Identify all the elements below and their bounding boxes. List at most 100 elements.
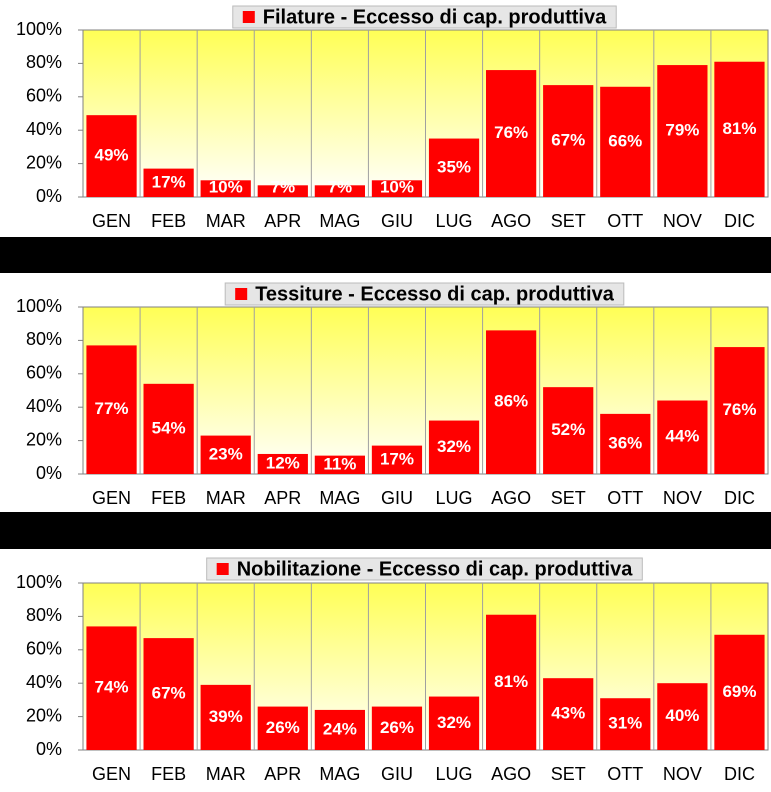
x-tick-label: MAG	[319, 211, 360, 231]
bar	[657, 683, 708, 750]
bar	[600, 413, 651, 474]
legend-label: Filature - Eccesso di cap. produttiva	[263, 6, 607, 28]
x-tick-label: FEB	[151, 764, 186, 784]
value-label: 24%	[323, 719, 357, 738]
x-tick-label: DIC	[724, 211, 755, 231]
bar	[143, 168, 194, 197]
value-label: 66%	[608, 131, 642, 150]
value-label: 79%	[665, 121, 699, 140]
bar	[200, 435, 251, 474]
bar	[543, 387, 594, 474]
x-tick-label: FEB	[151, 488, 186, 508]
bar	[428, 696, 480, 750]
bar	[714, 61, 765, 198]
value-label: 81%	[494, 672, 528, 691]
bar	[714, 347, 765, 474]
legend-box	[206, 557, 643, 581]
legend-label: Nobilitazione - Eccesso di cap. produtti…	[237, 558, 634, 580]
y-tick-label: 80%	[26, 329, 62, 349]
bar	[486, 330, 537, 474]
value-label: 69%	[722, 682, 756, 701]
bar	[543, 678, 594, 750]
bar	[200, 684, 251, 750]
x-tick-label: GEN	[92, 211, 131, 231]
x-tick-label: GIU	[381, 488, 413, 508]
y-tick-label: 20%	[26, 429, 62, 449]
value-label: 67%	[551, 131, 585, 150]
value-label: 12%	[266, 453, 300, 472]
bar	[257, 185, 308, 197]
y-tick-label: 0%	[36, 739, 62, 759]
bar	[86, 115, 137, 197]
x-tick-label: SET	[551, 764, 586, 784]
bar	[486, 614, 537, 750]
x-tick-label: SET	[551, 488, 586, 508]
bar	[371, 180, 423, 197]
value-label: 7%	[271, 177, 296, 196]
y-tick-label: 80%	[26, 52, 62, 72]
y-tick-label: 40%	[26, 119, 62, 139]
value-label: 74%	[95, 678, 129, 697]
y-tick-label: 20%	[26, 152, 62, 172]
x-tick-label: SET	[551, 211, 586, 231]
x-tick-label: GIU	[381, 211, 413, 231]
value-label: 7%	[328, 177, 353, 196]
x-tick-label: MAR	[206, 211, 246, 231]
x-tick-label: LUG	[436, 764, 473, 784]
bar	[86, 626, 137, 750]
value-label: 44%	[665, 427, 699, 446]
value-label: 17%	[380, 449, 414, 468]
bar	[657, 65, 708, 197]
x-tick-label: MAG	[319, 488, 360, 508]
x-tick-label: AGO	[491, 211, 531, 231]
bar	[428, 138, 480, 197]
separator	[0, 512, 771, 549]
y-tick-label: 80%	[26, 605, 62, 625]
x-tick-label: AGO	[491, 764, 531, 784]
x-tick-label: DIC	[724, 488, 755, 508]
value-label: 17%	[152, 172, 186, 191]
bar	[143, 383, 194, 474]
y-tick-label: 40%	[26, 672, 62, 692]
legend-swatch	[242, 11, 255, 23]
x-tick-label: NOV	[663, 764, 702, 784]
x-tick-label: OTT	[607, 764, 643, 784]
x-tick-label: MAR	[206, 764, 246, 784]
bar	[486, 70, 537, 197]
bar	[86, 345, 137, 474]
y-tick-label: 100%	[16, 296, 62, 316]
legend-swatch	[235, 288, 248, 300]
x-tick-label: OTT	[607, 488, 643, 508]
value-label: 11%	[323, 454, 356, 473]
y-tick-label: 60%	[26, 86, 62, 106]
legend-swatch	[216, 563, 229, 575]
y-tick-label: 20%	[26, 705, 62, 725]
value-label: 32%	[437, 437, 471, 456]
bar	[600, 698, 651, 750]
value-label: 81%	[722, 119, 756, 138]
bar	[200, 180, 251, 197]
x-tick-label: NOV	[663, 211, 702, 231]
bar	[314, 185, 365, 197]
x-tick-label: APR	[264, 764, 301, 784]
y-tick-label: 100%	[16, 572, 62, 592]
bar	[371, 445, 423, 474]
x-tick-label: GIU	[381, 764, 413, 784]
x-tick-label: MAR	[206, 488, 246, 508]
value-label: 35%	[437, 157, 471, 176]
x-tick-label: MAG	[319, 764, 360, 784]
bar	[371, 706, 423, 750]
y-tick-label: 60%	[26, 363, 62, 383]
y-tick-label: 0%	[36, 186, 62, 206]
x-tick-label: NOV	[663, 488, 702, 508]
value-label: 23%	[209, 444, 243, 463]
y-tick-label: 40%	[26, 396, 62, 416]
x-tick-label: AGO	[491, 488, 531, 508]
value-label: 39%	[209, 707, 243, 726]
value-label: 26%	[266, 718, 300, 737]
bar	[314, 709, 365, 750]
legend-box	[224, 282, 625, 306]
bar	[257, 706, 308, 750]
